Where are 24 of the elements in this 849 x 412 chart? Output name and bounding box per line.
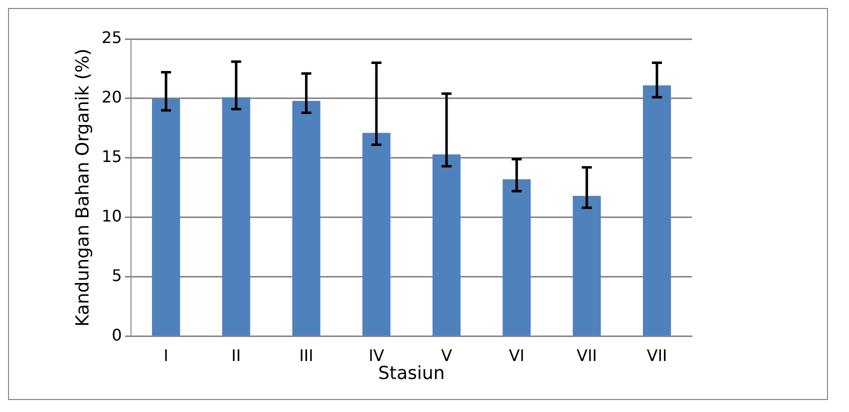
y-tick-label: 10	[102, 206, 122, 226]
x-tick-label: V	[441, 346, 452, 365]
x-axis-title: Stasiun	[378, 362, 445, 384]
y-tick-label: 15	[102, 147, 122, 166]
bar	[362, 132, 390, 336]
y-axis-title: Kandungan Bahan Organik (%)	[72, 48, 94, 327]
x-tick-label: IV	[368, 346, 384, 365]
x-tick-label: I	[164, 346, 168, 365]
x-tick-label: VII	[576, 346, 597, 365]
bar	[572, 196, 601, 336]
bar	[292, 100, 320, 336]
bar	[502, 179, 531, 336]
x-tick-label: II	[231, 346, 241, 365]
bar	[152, 98, 180, 336]
bar	[222, 97, 250, 336]
y-tick-label: 20	[102, 88, 122, 107]
x-tick-label: VI	[508, 346, 525, 365]
y-tick-label: 0	[112, 325, 122, 344]
bar	[642, 85, 671, 336]
y-tick-label: 25	[102, 28, 122, 48]
x-tick-label: III	[299, 346, 314, 365]
y-tick-label: 5	[112, 266, 122, 285]
x-tick-label: VII	[646, 346, 668, 365]
bar	[432, 154, 461, 336]
